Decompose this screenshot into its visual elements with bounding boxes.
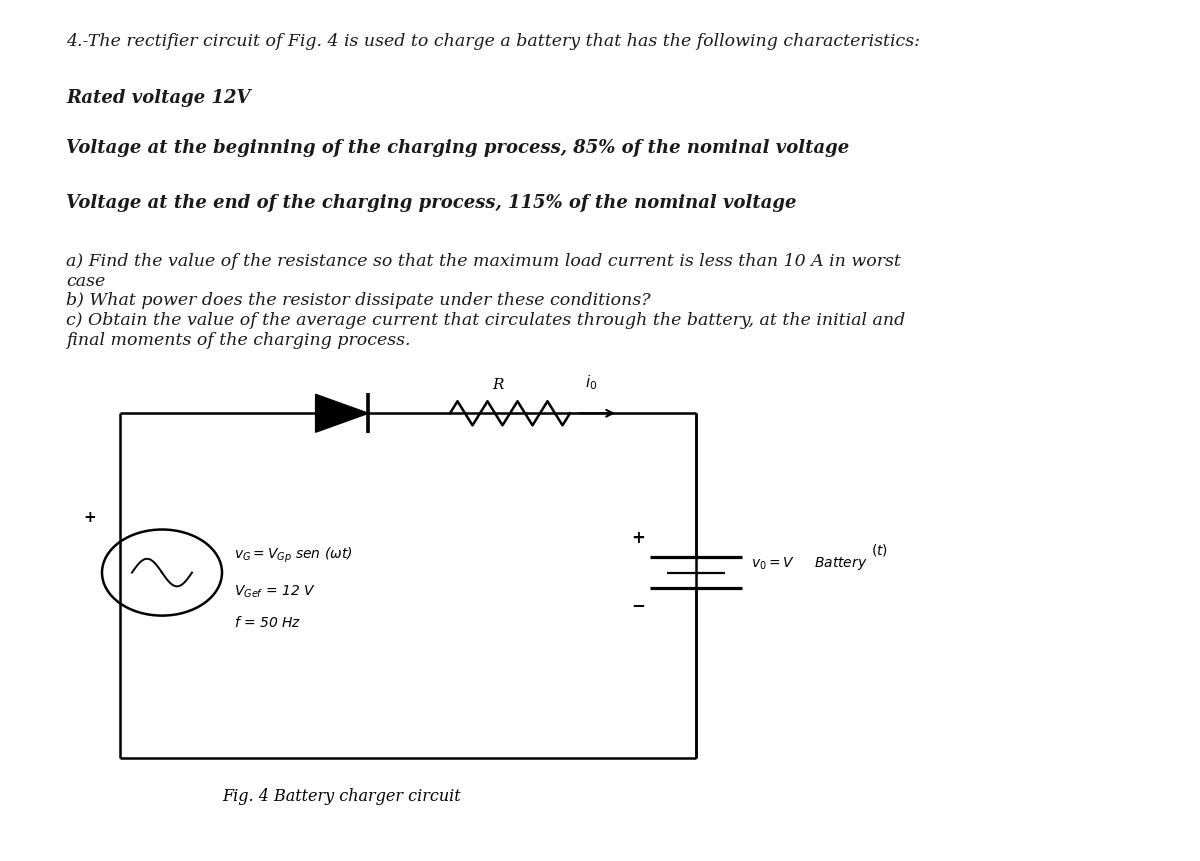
Text: −: − bbox=[631, 597, 646, 614]
Text: 4.-The rectifier circuit of Fig. 4 is used to charge a battery that has the foll: 4.-The rectifier circuit of Fig. 4 is us… bbox=[66, 33, 920, 50]
Text: +: + bbox=[631, 530, 646, 547]
Text: $f$ = 50 Hz: $f$ = 50 Hz bbox=[234, 615, 301, 630]
Text: $\mathit{Battery}$: $\mathit{Battery}$ bbox=[814, 555, 868, 573]
Text: $(t)$: $(t)$ bbox=[871, 542, 888, 558]
Text: $v_0 = V_{\!\!}$: $v_0 = V_{\!\!}$ bbox=[751, 555, 796, 573]
Text: a) Find the value of the resistance so that the maximum load current is less tha: a) Find the value of the resistance so t… bbox=[66, 253, 905, 349]
Text: R: R bbox=[492, 378, 504, 392]
Text: Rated voltage 12V: Rated voltage 12V bbox=[66, 89, 251, 107]
Polygon shape bbox=[316, 394, 368, 432]
Text: $i_0$: $i_0$ bbox=[586, 373, 598, 392]
Text: $v_G = V_{Gp}$ sen ($\omega t$): $v_G = V_{Gp}$ sen ($\omega t$) bbox=[234, 546, 353, 565]
Text: $V_{Gef}$ = 12 V: $V_{Gef}$ = 12 V bbox=[234, 583, 316, 600]
Text: +: + bbox=[83, 511, 96, 525]
Text: Fig. 4 Battery charger circuit: Fig. 4 Battery charger circuit bbox=[223, 788, 461, 805]
Text: Voltage at the beginning of the charging process, 85% of the nominal voltage: Voltage at the beginning of the charging… bbox=[66, 139, 850, 158]
Text: Voltage at the end of the charging process, 115% of the nominal voltage: Voltage at the end of the charging proce… bbox=[66, 194, 797, 212]
